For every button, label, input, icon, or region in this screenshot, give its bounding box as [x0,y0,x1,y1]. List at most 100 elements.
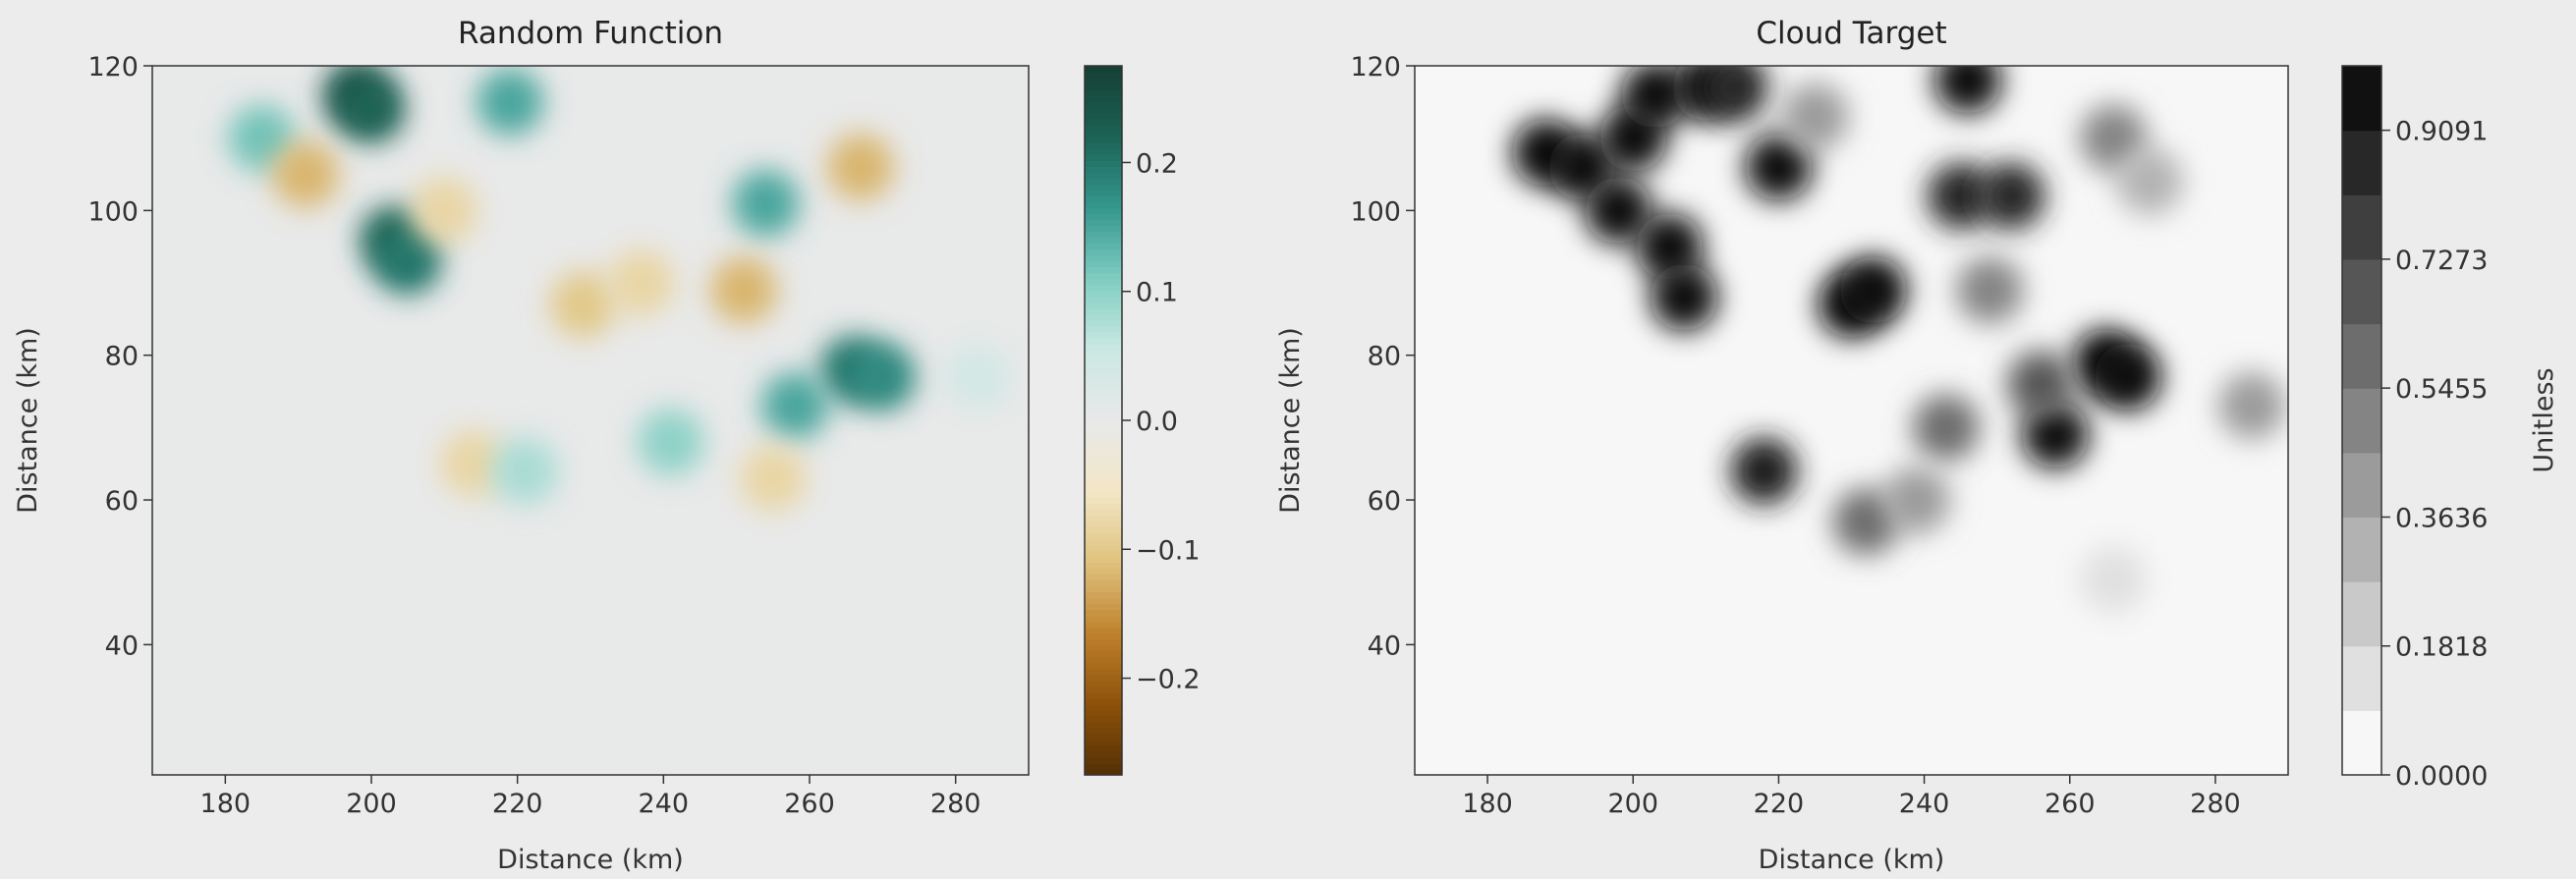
field-blob [2007,351,2075,418]
colorbar-band [1085,72,1122,79]
y-tick-label: 120 [1350,52,1401,82]
heatmap-chart: 180 200 220 240 260 280 40 60 80 100 120 Cloud Targ… [1275,16,2559,875]
field-blob [637,409,704,476]
colorbar-band [1085,319,1122,327]
chart-title: Cloud Target [1756,16,1946,51]
colorbar-band [1085,497,1122,504]
field-blob [1956,256,2024,324]
colorbar-label: Unitless [2529,367,2559,472]
colorbar-tick-label: 0.0000 [2395,761,2488,792]
y-tick-label: 100 [1350,196,1401,227]
x-axis-label: Distance (km) [497,845,684,875]
colorbar-band [1085,248,1122,256]
colorbar-band [1085,260,1122,268]
x-tick-label: 240 [639,789,690,819]
colorbar-band [2342,130,2381,195]
x-tick-label: 260 [784,789,835,819]
colorbar-band [1085,579,1122,587]
colorbar-frame [2341,65,2382,776]
colorbar-band [1085,556,1122,563]
colorbar-band [1085,721,1122,729]
colorbar-band [1085,166,1122,173]
colorbar-band [1085,402,1122,410]
colorbar-band [1085,479,1122,486]
field-blob [1651,263,1718,331]
colorbar-band [1085,331,1122,339]
colorbar-band [1085,532,1122,539]
chart-title: Random Function [458,16,723,51]
colorbar-band [1085,272,1122,280]
colorbar-band [1085,101,1122,108]
x-tick-label: 280 [2190,789,2241,819]
colorbar-band [1085,650,1122,658]
colorbar-band [1085,396,1122,404]
y-tick-label: 120 [87,52,139,82]
field [1512,66,2285,614]
colorbar-band [1085,550,1122,557]
colorbar-band [1085,697,1122,705]
field-blob [491,437,559,505]
colorbar-band [1085,733,1122,741]
x-tick-label: 220 [1754,789,1805,819]
colorbar-band [1085,408,1122,415]
field-blob [1832,488,1900,556]
colorbar-tick-label: 0.2 [1136,148,1178,179]
colorbar-tick-label: −0.2 [1136,665,1201,695]
colorbar-band [1085,137,1122,143]
y-tick-label: 60 [1368,486,1401,517]
colorbar-band [1085,302,1122,309]
colorbar-band [1085,266,1122,274]
field-blob [549,271,617,339]
field-blob [2116,147,2184,215]
colorbar-band [2342,517,2381,582]
field-blob [849,343,917,411]
x-tick-label: 280 [930,789,981,819]
colorbar-band [1085,491,1122,498]
colorbar-band [1085,142,1122,149]
colorbar-band [2342,323,2381,389]
colorbar-band [1085,148,1122,155]
colorbar-band [1085,438,1122,445]
colorbar-band [1085,78,1122,84]
colorbar-band [1085,638,1122,646]
colorbar-band [1085,325,1122,333]
colorbar-band [1085,450,1122,457]
colorbar-band [1085,744,1122,752]
colorbar-band [1085,662,1122,670]
colorbar-band [1085,378,1122,386]
colorbar-band [1085,360,1122,368]
field-blob [1701,66,1768,122]
colorbar-band [1085,603,1122,611]
colorbar-band [1085,750,1122,758]
colorbar-band [1085,568,1122,576]
colorbar-band [1085,762,1122,770]
colorbar-band [1085,597,1122,605]
colorbar-band [1085,119,1122,126]
colorbar-band [1085,644,1122,652]
colorbar-band [1085,473,1122,480]
colorbar-band [1085,432,1122,439]
colorbar-tick-label: 0.1 [1136,278,1178,308]
colorbar-band [1085,509,1122,516]
colorbar-band [1085,243,1122,250]
field-blob [1978,162,2045,230]
field-blob [2080,546,2148,614]
colorbar-band [1085,366,1122,374]
field-blob [1781,82,1849,150]
colorbar-band [1085,544,1122,551]
colorbar-band [1085,178,1122,185]
colorbar-tick-label: −0.1 [1136,535,1201,566]
field-blob [1927,162,1994,230]
field-blob [1883,467,1951,534]
field-blob [411,177,478,245]
colorbar-band [1085,703,1122,711]
field-blob [272,140,340,208]
colorbar-band [1085,225,1122,233]
colorbar-band [1085,426,1122,433]
field-blob [1839,256,1907,324]
colorbar-band [1085,526,1122,533]
colorbar-band [1085,131,1122,137]
colorbar-band [1085,768,1122,776]
x-tick-label: 220 [492,789,543,819]
colorbar-band [1085,160,1122,167]
